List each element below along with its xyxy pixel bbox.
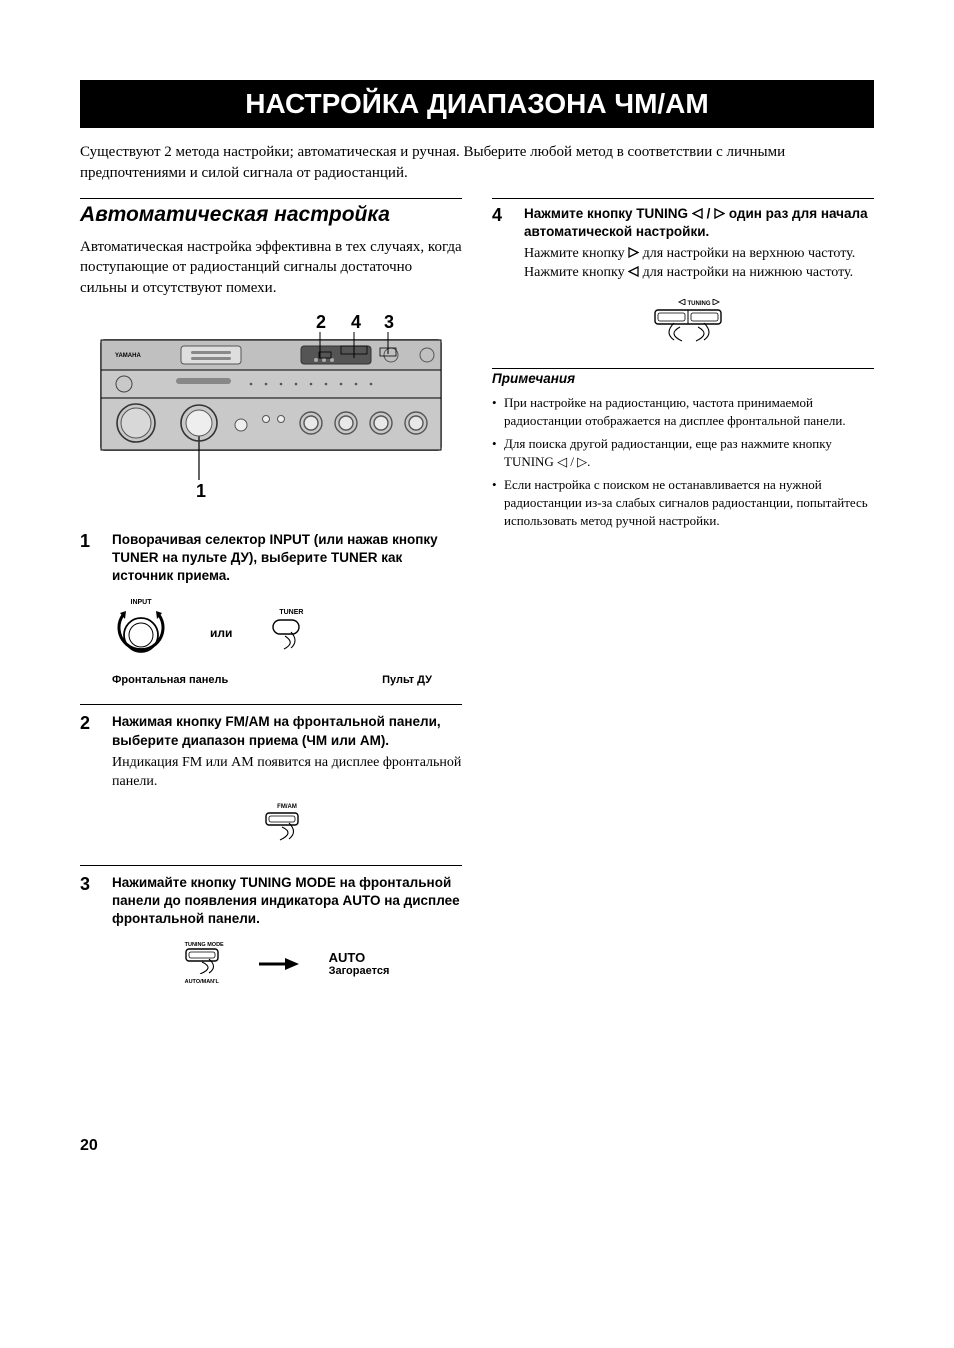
tuning-button-graphic: TUNING (524, 299, 874, 348)
step-1-num: 1 (80, 531, 98, 687)
step-4-text-b: Нажмите кнопку для настройки на нижнюю ч… (524, 264, 874, 283)
callout-3: 3 (384, 312, 394, 332)
step-4-num: 4 (492, 205, 510, 348)
step-2: 2 Нажимая кнопку FM/AM на фронтальной па… (80, 705, 462, 846)
subhead-rule (80, 198, 462, 199)
step-3-title: Нажимайте кнопку TUNING MODE на фронталь… (112, 874, 462, 929)
step-3: 3 Нажимайте кнопку TUNING MODE на фронта… (80, 866, 462, 986)
intro-paragraph: Существуют 2 метода настройки; автоматич… (80, 142, 874, 184)
step-4-title: Нажмите кнопку TUNING / один раз для нач… (524, 205, 874, 241)
page-title: НАСТРОЙКА ДИАПАЗОНА ЧМ/АМ (80, 80, 874, 128)
step-4-text-a: Нажмите кнопку для настройки на верхнюю … (524, 245, 874, 264)
step-3-num: 3 (80, 874, 98, 986)
callout-1: 1 (196, 481, 206, 500)
tuningmode-button-graphic: TUNING MODE AUTO/MAN'L (185, 942, 229, 985)
auto-indicator: AUTO Загорается (329, 950, 390, 977)
step-2-num: 2 (80, 713, 98, 846)
step-1: 1 Поворачивая селектор INPUT (или нажав … (80, 523, 462, 687)
note-item: При настройке на радиостанцию, частота п… (492, 394, 874, 429)
notes-rule (492, 368, 874, 369)
or-label: или (210, 626, 232, 640)
notes-list: При настройке на радиостанцию, частота п… (492, 394, 874, 529)
front-panel-label: Фронтальная панель (112, 674, 228, 686)
input-dial-graphic: INPUT (112, 599, 170, 666)
step-4: 4 Нажмите кнопку TUNING / один раз для н… (492, 203, 874, 348)
step-1-title: Поворачивая селектор INPUT (или нажав кн… (112, 531, 462, 586)
tuner-button-graphic: TUNER (272, 609, 310, 656)
remote-label: Пульт ДУ (382, 674, 432, 686)
note-item: Для поиска другой радиостанции, еще раз … (492, 435, 874, 470)
fmam-button-graphic: FM/AM (112, 804, 462, 847)
notes-heading: Примечания (492, 371, 874, 386)
left-column: Автоматическая настройка Автоматическая … (80, 198, 462, 997)
arrow-icon (259, 957, 299, 971)
receiver-diagram: 2 4 3 1 YAMAHA (80, 310, 462, 505)
right-column: 4 Нажмите кнопку TUNING / один раз для н… (492, 198, 874, 997)
left-paragraph: Автоматическая настройка эффективна в те… (80, 237, 462, 298)
subhead: Автоматическая настройка (80, 203, 462, 227)
right-rule (492, 198, 874, 199)
page-number: 20 (80, 1137, 874, 1155)
step-2-title: Нажимая кнопку FM/AM на фронтальной пане… (112, 713, 462, 749)
step-2-text: Индикация FM или AM появится на дисплее … (112, 754, 462, 792)
note-item: Если настройка с поиском не останавливае… (492, 476, 874, 529)
callout-2: 2 (316, 312, 326, 332)
callout-4: 4 (351, 312, 361, 332)
svg-text:YAMAHA: YAMAHA (115, 353, 141, 359)
